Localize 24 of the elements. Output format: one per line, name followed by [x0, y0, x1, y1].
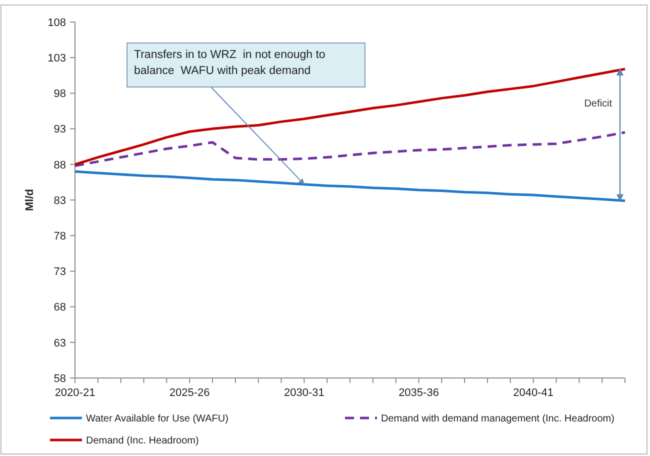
y-tick-label: 83 — [54, 194, 66, 207]
annotation: Deficit — [584, 98, 612, 110]
y-axis-title: Ml/d — [24, 189, 36, 211]
line-series — [74, 170, 626, 202]
line-series — [74, 131, 626, 168]
y-tick-label: 108 — [48, 16, 66, 29]
x-tick-label: 2030-31 — [284, 387, 324, 399]
y-tick-label: 98 — [54, 88, 66, 100]
y-tick-label: 58 — [54, 372, 66, 385]
legend-label: Water Available for Use (WAFU) — [86, 414, 228, 424]
y-tick-label: 78 — [54, 230, 66, 242]
y-tick-label: 103 — [48, 52, 66, 64]
x-tick-label: 2035-36 — [398, 387, 439, 399]
x-tick-label: 2040-41 — [513, 387, 554, 399]
legend-label: Demand with demand management (Inc. Headroom) — [381, 414, 614, 424]
y-tick-label: 73 — [54, 266, 66, 278]
x-tick-label: 2020-21 — [54, 387, 96, 399]
y-tick-label: 68 — [54, 302, 66, 314]
line-series — [74, 68, 626, 166]
y-tick-label: 63 — [54, 337, 66, 350]
y-tick-label: 88 — [54, 159, 66, 172]
y-tick-label: 93 — [54, 124, 66, 136]
legend-label: Demand (Inc. Headroom) — [86, 436, 199, 446]
x-tick-label: 2025-26 — [169, 387, 210, 399]
